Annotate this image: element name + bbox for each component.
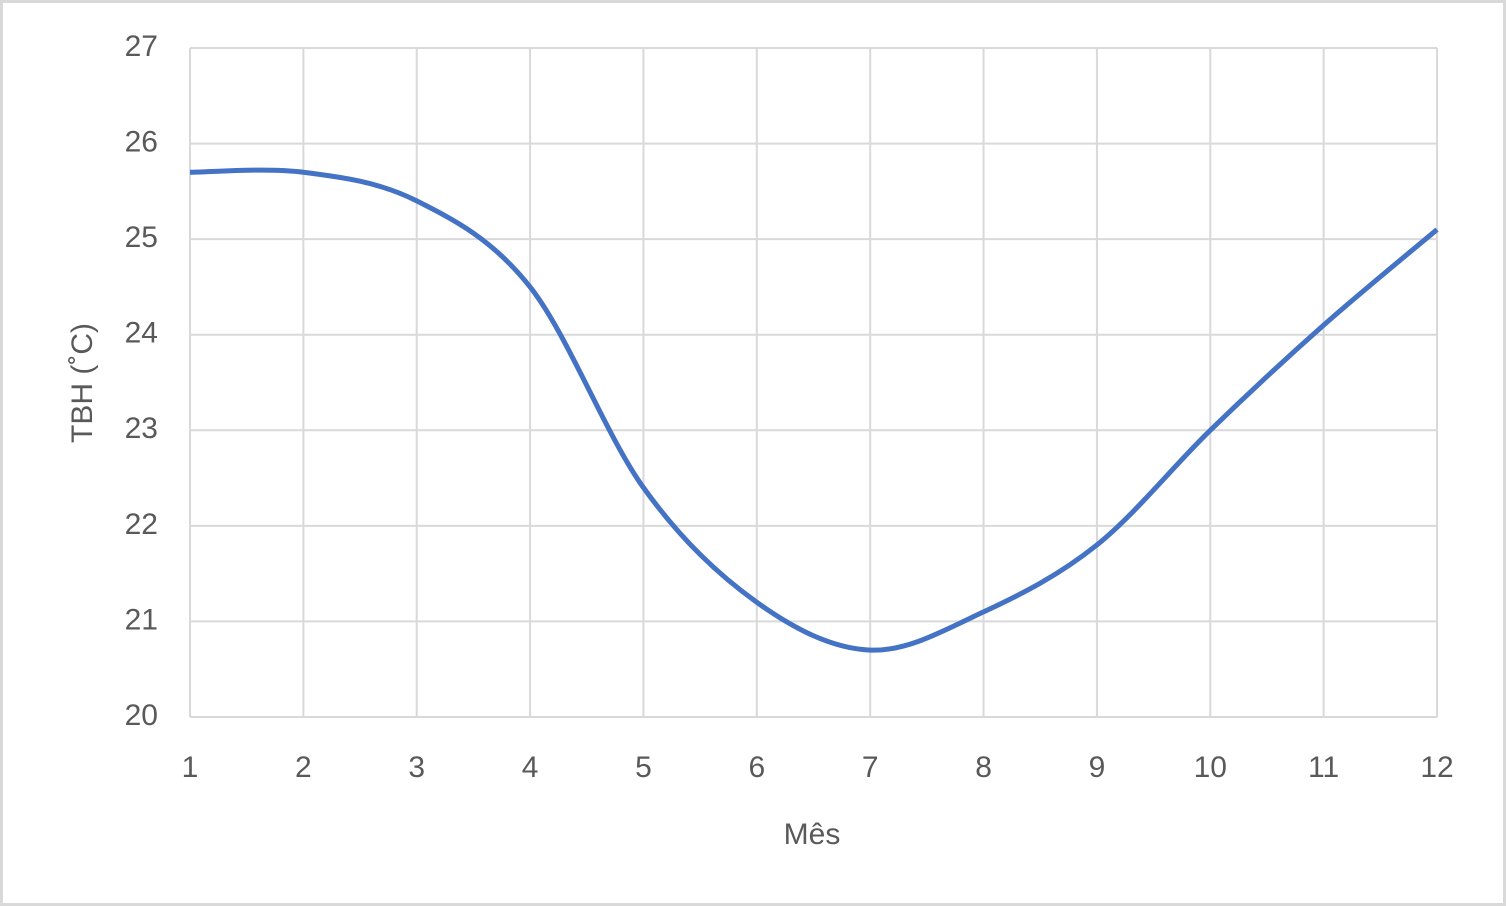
y-tick-label: 27 <box>125 30 158 63</box>
x-tick-label: 5 <box>635 751 652 784</box>
y-tick-label: 25 <box>125 221 158 254</box>
x-tick-label: 3 <box>408 751 425 784</box>
y-tick-label: 23 <box>125 412 158 445</box>
line-series <box>189 167 1439 653</box>
x-tick-label: 12 <box>1420 751 1453 784</box>
x-axis-label: Mês <box>784 818 841 851</box>
x-tick-label: 11 <box>1308 751 1339 784</box>
x-tick-label: 6 <box>748 751 765 784</box>
y-tick-label: 26 <box>125 125 158 158</box>
x-tick-label: 1 <box>182 751 199 784</box>
x-tick-label: 8 <box>975 751 992 784</box>
y-tick-label: 21 <box>125 603 158 636</box>
x-tick-label: 2 <box>295 751 312 784</box>
y-tick-label: 20 <box>125 699 158 732</box>
y-tick-label: 22 <box>125 508 158 541</box>
x-tick-label: 4 <box>522 751 539 784</box>
x-tick-label: 7 <box>862 751 879 784</box>
x-tick-label: 9 <box>1089 751 1106 784</box>
y-tick-label: 24 <box>125 317 158 350</box>
y-axis-label: TBH (˚C) <box>66 323 99 443</box>
x-tick-label: 10 <box>1194 751 1227 784</box>
